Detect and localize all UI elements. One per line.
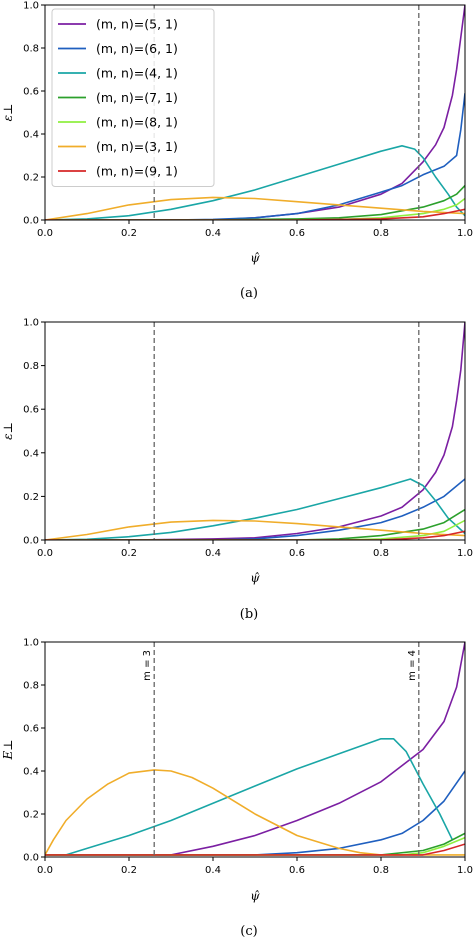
y-tick-label-4: 0.8 [23, 44, 39, 55]
y-tick-label-3: 0.6 [23, 87, 39, 98]
panel-c: m = 3 m = 4 0.0 0.2 0.4 0.6 0.8 1.0 0.0 0.2 0.4 0.6… [1, 638, 473, 940]
axes-frame [44, 641, 466, 858]
legend-entry-5: (m, n)=(3, 1) [96, 139, 178, 154]
panel-a: 0.0 0.2 0.4 0.6 0.8 1.0 0.0 0.2 0.4 0.6 0.8 1.0 ψ̂ ε⊥… [1, 1, 473, 302]
series-line-0 [45, 322, 465, 540]
x-tick-label-2: 0.4 [205, 865, 221, 876]
x-tick-label-3: 0.6 [289, 865, 305, 876]
x-tick-label-1: 0.2 [121, 548, 137, 559]
series-line-6 [45, 843, 465, 856]
panel-caption: (a) [240, 286, 258, 301]
legend-entry-3: (m, n)=(7, 1) [96, 90, 178, 105]
series-group [45, 322, 465, 540]
y-tick-label-0: 0.0 [23, 216, 39, 227]
x-tick-label-5: 1.0 [457, 548, 473, 559]
y-tick-label-1: 0.2 [23, 173, 39, 184]
x-tick-label-3: 0.6 [289, 548, 305, 559]
series-line-3 [45, 185, 465, 220]
legend-box [51, 8, 215, 187]
axes-frame [44, 321, 466, 541]
x-tick-label-4: 0.8 [373, 548, 389, 559]
legend-entry-4: (m, n)=(8, 1) [96, 115, 178, 130]
x-tick-label-1: 0.2 [121, 865, 137, 876]
x-tick-label-2: 0.4 [205, 228, 221, 239]
y-axis-label: ε⊥ [1, 422, 15, 440]
y-tick-label-1: 0.2 [23, 492, 39, 503]
panel-caption: (b) [240, 607, 258, 622]
x-tick-label-0: 0.0 [37, 228, 53, 239]
x-tick-label-0: 0.0 [37, 548, 53, 559]
series-line-0 [45, 5, 465, 220]
x-tick-label-2: 0.4 [205, 548, 221, 559]
legend-entry-6: (m, n)=(9, 1) [96, 164, 178, 179]
series-line-6 [45, 530, 465, 540]
series-line-3 [45, 832, 465, 856]
y-tick-label-4: 0.8 [23, 681, 39, 692]
y-tick-label-2: 0.4 [23, 448, 39, 459]
x-axis-label: ψ̂ [250, 571, 260, 585]
y-tick-label-1: 0.2 [23, 810, 39, 821]
y-axis-label: ε⊥ [1, 104, 15, 122]
y-tick-label-5: 1.0 [23, 638, 39, 649]
y-tick-label-4: 0.8 [23, 361, 39, 372]
series-line-3 [45, 508, 465, 540]
y-axis-label: E⊥ [1, 739, 15, 760]
y-tick-label-0: 0.0 [23, 536, 39, 547]
series-group [45, 642, 465, 856]
series-line-5 [45, 196, 465, 220]
y-tick-label-0: 0.0 [23, 853, 39, 864]
vline-label-1: m = 4 [407, 650, 418, 681]
panel-b: 0.0 0.2 0.4 0.6 0.8 1.0 0.0 0.2 0.4 0.6 0.8 1.0 ψ̂ ε⊥… [1, 318, 473, 623]
series-line-4 [45, 519, 465, 540]
y-tick-label-2: 0.4 [23, 767, 39, 778]
y-tick-label-5: 1.0 [23, 318, 39, 329]
legend-entry-2: (m, n)=(4, 1) [96, 66, 178, 81]
y-tick-label-5: 1.0 [23, 1, 39, 12]
x-tick-label-0: 0.0 [37, 865, 53, 876]
series-line-0 [45, 642, 465, 856]
x-tick-label-3: 0.6 [289, 228, 305, 239]
vline-label-0: m = 3 [142, 650, 153, 681]
legend-entry-0: (m, n)=(5, 1) [96, 17, 178, 32]
y-tick-label-3: 0.6 [23, 724, 39, 735]
series-line-2 [45, 145, 465, 220]
series-line-5 [45, 519, 465, 540]
y-tick-label-3: 0.6 [23, 405, 39, 416]
y-tick-label-2: 0.4 [23, 130, 39, 141]
x-tick-label-4: 0.8 [373, 228, 389, 239]
x-tick-label-1: 0.2 [121, 228, 137, 239]
legend: (m, n)=(5, 1) (m, n)=(6, 1) (m, n)=(4, 1) (… [51, 8, 215, 187]
panel-caption: (c) [240, 924, 257, 939]
x-tick-label-5: 1.0 [457, 865, 473, 876]
series-line-2 [45, 738, 454, 856]
x-axis-label: ψ̂ [250, 251, 260, 265]
x-tick-label-4: 0.8 [373, 865, 389, 876]
series-line-6 [45, 208, 465, 220]
axes-frame [44, 4, 466, 221]
x-axis-label: ψ̂ [250, 889, 260, 903]
series-line-2 [45, 478, 465, 540]
x-tick-label-5: 1.0 [457, 228, 473, 239]
legend-entry-1: (m, n)=(6, 1) [96, 41, 178, 56]
